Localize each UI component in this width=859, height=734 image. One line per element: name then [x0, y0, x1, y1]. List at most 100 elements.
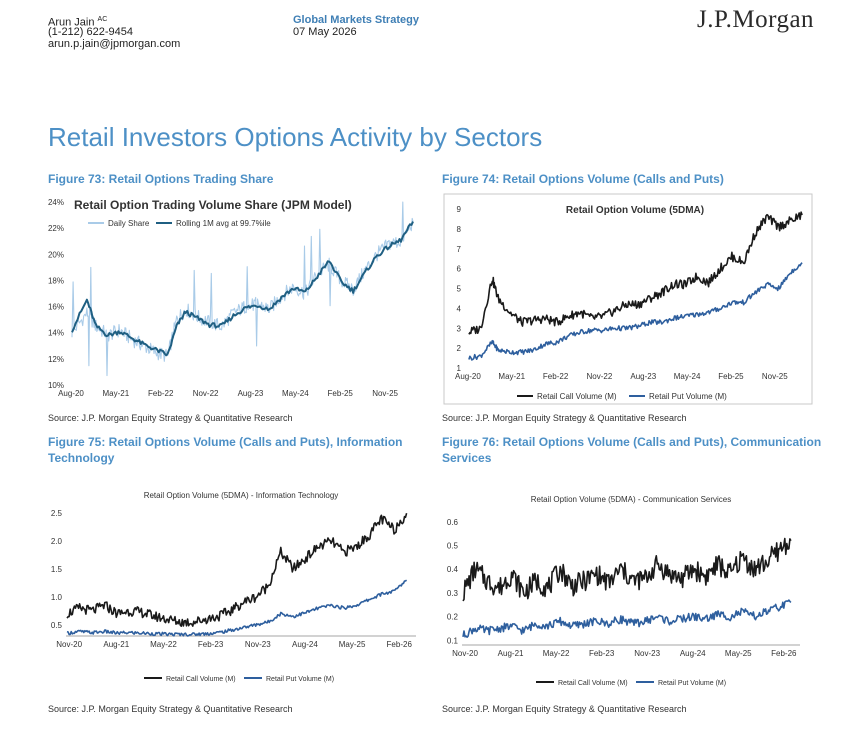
y-tick-label: 8 [457, 225, 462, 234]
figure-76-source: Source: J.P. Morgan Equity Strategy & Qu… [442, 704, 687, 714]
y-tick-label: 0.1 [447, 636, 459, 645]
x-tick-label: May-22 [150, 640, 177, 649]
y-tick-label: 1.0 [51, 593, 63, 602]
figure-76-chart: Retail Option Volume (5DMA) - Communicat… [447, 495, 800, 687]
x-tick-label: Feb-22 [543, 372, 569, 381]
y-tick-label: 16% [48, 303, 64, 312]
series-line-retail-put-volume-m- [66, 579, 408, 637]
figure-74-source: Source: J.P. Morgan Equity Strategy & Qu… [442, 413, 687, 423]
figure-76-caption-line2: Services [442, 451, 492, 465]
series-line-retail-call-volume-m- [468, 211, 803, 335]
figure-75-chart: Retail Option Volume (5DMA) - Informatio… [51, 491, 416, 683]
legend-label: Daily Share [108, 219, 150, 228]
chart-title: Retail Option Trading Volume Share (JPM … [74, 198, 352, 212]
x-tick-label: Aug-24 [292, 640, 318, 649]
figure-73-chart: Retail Option Trading Volume Share (JPM … [48, 198, 414, 398]
x-tick-label: Aug-23 [630, 372, 656, 381]
y-tick-label: 0.5 [51, 621, 63, 630]
x-tick-label: Nov-22 [587, 372, 613, 381]
x-tick-label: Nov-22 [193, 389, 219, 398]
x-tick-label: May-22 [543, 649, 570, 658]
chart-frame [443, 193, 813, 405]
y-tick-label: 0.5 [447, 542, 459, 551]
chart-title: Retail Option Volume (5DMA) - Communicat… [531, 495, 732, 504]
legend-label: Retail Call Volume (M) [558, 680, 628, 687]
x-tick-label: Feb-23 [589, 649, 615, 658]
chart-title: Retail Option Volume (5DMA) - Informatio… [144, 491, 339, 500]
x-tick-label: Feb-25 [328, 389, 354, 398]
figure-74-caption: Figure 74: Retail Options Volume (Calls … [442, 172, 724, 186]
legend-label: Retail Call Volume (M) [166, 676, 236, 683]
x-tick-label: Nov-20 [56, 640, 82, 649]
figure-73-caption: Figure 73: Retail Options Trading Share [48, 172, 274, 186]
x-tick-label: Aug-21 [103, 640, 129, 649]
figure-75-source: Source: J.P. Morgan Equity Strategy & Qu… [48, 704, 293, 714]
x-tick-label: Nov-23 [245, 640, 271, 649]
y-tick-label: 9 [457, 205, 462, 214]
x-tick-label: Feb-23 [198, 640, 224, 649]
y-tick-label: 10% [48, 381, 64, 390]
y-tick-label: 18% [48, 276, 64, 285]
page-title: Retail Investors Options Activity by Sec… [48, 122, 543, 152]
y-tick-label: 12% [48, 355, 64, 364]
jpmorgan-logo: J.P.Morgan [697, 6, 815, 33]
legend-label: Retail Call Volume (M) [537, 392, 617, 401]
y-tick-label: 0.3 [447, 589, 459, 598]
y-tick-label: 0.6 [447, 518, 459, 527]
x-tick-label: Nov-25 [372, 389, 398, 398]
legend-label: Rolling 1M avg at 99.7%ile [176, 219, 271, 228]
y-tick-label: 0.2 [447, 613, 459, 622]
x-tick-label: Aug-23 [238, 389, 264, 398]
series-line-retail-call-volume-m- [462, 537, 792, 602]
y-tick-label: 14% [48, 329, 64, 338]
x-tick-label: May-21 [103, 389, 130, 398]
x-tick-label: May-21 [498, 372, 525, 381]
x-tick-label: Nov-20 [452, 649, 478, 658]
x-tick-label: Feb-26 [771, 649, 797, 658]
x-tick-label: May-24 [674, 372, 701, 381]
y-tick-label: 5 [457, 285, 462, 294]
x-tick-label: Aug-20 [455, 372, 481, 381]
figure-75-caption-line2: Technology [48, 451, 115, 465]
x-tick-label: Nov-23 [634, 649, 660, 658]
x-tick-label: Aug-21 [498, 649, 524, 658]
x-tick-label: Feb-22 [148, 389, 174, 398]
author-sup: AC [97, 16, 108, 23]
y-tick-label: 2 [457, 344, 462, 353]
figure-76-caption-line1: Figure 76: Retail Options Volume (Calls … [442, 435, 822, 449]
author-email[interactable]: arun.p.jain@jpmorgan.com [48, 38, 181, 50]
y-tick-label: 1.5 [51, 565, 63, 574]
y-tick-label: 3 [457, 324, 462, 333]
legend-label: Retail Put Volume (M) [649, 392, 727, 401]
series-line-retail-call-volume-m- [66, 512, 408, 627]
legend-label: Retail Put Volume (M) [658, 680, 726, 687]
y-tick-label: 22% [48, 224, 64, 233]
x-tick-label: May-24 [282, 389, 309, 398]
figure-74-chart: Retail Option Volume (5DMA) 1 2 3 4 5 6 7 8 9 Aug-… [443, 193, 813, 405]
chart-title: Retail Option Volume (5DMA) [566, 205, 704, 216]
author-name: Arun Jain [48, 16, 95, 29]
x-tick-label: Feb-25 [718, 372, 744, 381]
author-name-line: Arun Jain AC [48, 14, 107, 29]
y-tick-label: 2.0 [51, 537, 63, 546]
y-tick-label: 1 [457, 364, 462, 373]
series-line-retail-put-volume-m- [468, 262, 803, 361]
x-tick-label: Nov-25 [762, 372, 788, 381]
x-tick-label: May-25 [339, 640, 366, 649]
legend-label: Retail Put Volume (M) [266, 676, 334, 683]
x-tick-label: Aug-24 [680, 649, 706, 658]
figure-73-source: Source: J.P. Morgan Equity Strategy & Qu… [48, 413, 293, 423]
series-line-rolling-1m-avg-at-99-7-ile [71, 221, 414, 357]
y-tick-label: 24% [48, 198, 64, 207]
y-tick-label: 7 [457, 245, 462, 254]
y-tick-label: 0.4 [447, 565, 459, 574]
x-tick-label: Feb-26 [387, 640, 413, 649]
y-tick-label: 2.5 [51, 509, 63, 518]
author-phone: (1-212) 622-9454 [48, 26, 134, 38]
y-tick-label: 4 [457, 304, 462, 313]
series-line-daily-share [71, 201, 414, 377]
figure-75-caption-line1: Figure 75: Retail Options Volume (Calls … [48, 435, 403, 449]
y-tick-label: 20% [48, 250, 64, 259]
y-tick-label: 6 [457, 265, 462, 274]
publication-date: 07 May 2026 [293, 26, 357, 38]
